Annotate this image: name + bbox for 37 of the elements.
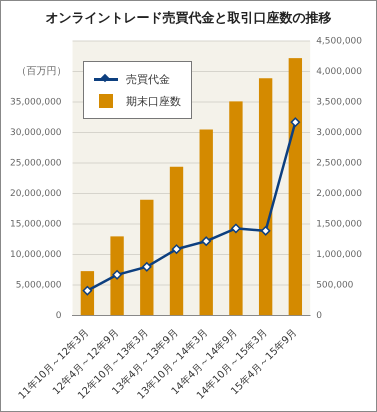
y-tick-label: 0 — [56, 311, 62, 322]
bar — [200, 130, 213, 316]
y2-tick-label: 3,000,000 — [316, 128, 362, 138]
point — [142, 262, 152, 272]
y2-tick-label: 3,500,000 — [316, 97, 362, 108]
y-tick-label: 35,000,000 — [10, 97, 62, 108]
y-tick-label: 5,000,000 — [16, 280, 62, 290]
y-tick-label: 25,000,000 — [10, 158, 62, 168]
point — [290, 117, 300, 127]
y2-tick-label: 1,000,000 — [316, 250, 362, 260]
bar — [140, 200, 154, 316]
y-tick-label: 30,000,000 — [10, 128, 62, 138]
bar — [110, 236, 124, 316]
y-axis-title: （百万円） — [16, 66, 67, 78]
y-tick-label: 20,000,000 — [10, 188, 62, 199]
point — [231, 224, 241, 234]
point — [201, 236, 211, 246]
point — [172, 244, 182, 254]
bar — [229, 101, 243, 316]
point — [260, 226, 270, 236]
point — [112, 270, 122, 280]
y-tick-label: 15,000,000 — [10, 219, 62, 230]
y2-tick-label: 2,000,000 — [316, 188, 362, 199]
legend-label: 売買代金 — [126, 72, 170, 86]
y-tick-label: 10,000,000 — [10, 250, 62, 260]
y2-tick-label: 2,500,000 — [316, 158, 362, 168]
y2-tick-label: 4,500,000 — [316, 36, 362, 46]
y2-tick-label: 1,500,000 — [316, 219, 362, 230]
point — [82, 286, 92, 296]
bar — [258, 78, 272, 316]
y2-tick-label: 4,000,000 — [316, 66, 362, 77]
bar — [288, 58, 302, 316]
y2-tick-label: 500,000 — [316, 280, 354, 290]
y2-tick-label: 0 — [316, 311, 322, 322]
chart-title: オンライントレード売買代金と取引口座数の推移 — [44, 10, 332, 27]
bar — [170, 166, 184, 316]
legend-label: 期末口座数 — [126, 94, 181, 108]
